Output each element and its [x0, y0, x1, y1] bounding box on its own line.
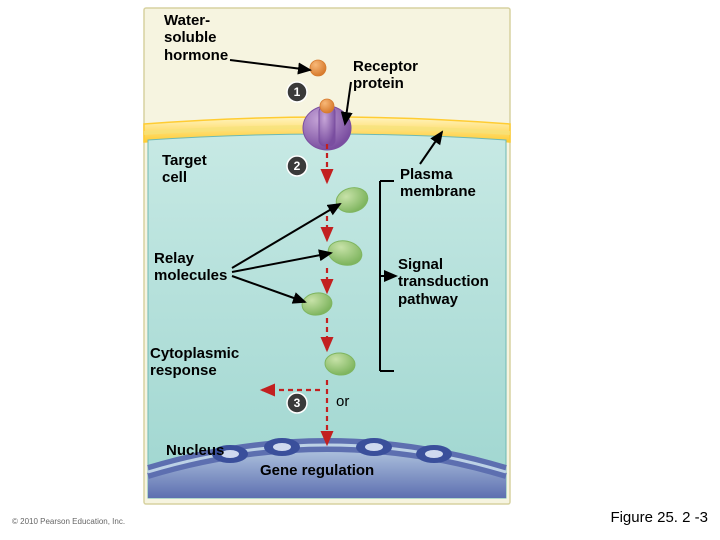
- label-receptor: Receptorprotein: [353, 58, 418, 93]
- label-target: Targetcell: [162, 152, 207, 187]
- label-plasma: Plasmamembrane: [400, 166, 476, 201]
- label-cyto: Cytoplasmicresponse: [150, 345, 239, 380]
- svg-text:2: 2: [294, 159, 301, 173]
- copyright: © 2010 Pearson Education, Inc.: [12, 517, 125, 526]
- label-or: or: [336, 393, 349, 410]
- label-gene: Gene regulation: [260, 462, 374, 479]
- label-hormone: Water-solublehormone: [164, 12, 228, 64]
- svg-text:3: 3: [294, 396, 301, 410]
- svg-text:1: 1: [294, 85, 301, 99]
- label-signal: Signaltransductionpathway: [398, 256, 489, 308]
- figure-number: Figure 25. 2 -3: [610, 509, 708, 526]
- label-relay: Relaymolecules: [154, 250, 227, 285]
- label-nucleus: Nucleus: [166, 442, 224, 459]
